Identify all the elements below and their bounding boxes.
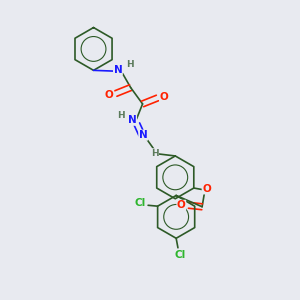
Text: O: O [202, 184, 211, 194]
Text: N: N [128, 115, 136, 125]
Text: H: H [126, 60, 134, 69]
Text: O: O [160, 92, 168, 101]
Text: N: N [113, 65, 122, 75]
Text: O: O [177, 200, 186, 210]
Text: Cl: Cl [134, 198, 146, 208]
Text: H: H [117, 111, 125, 120]
Text: N: N [139, 130, 148, 140]
Text: Cl: Cl [175, 250, 186, 260]
Text: O: O [105, 90, 114, 100]
Text: H: H [151, 149, 159, 158]
